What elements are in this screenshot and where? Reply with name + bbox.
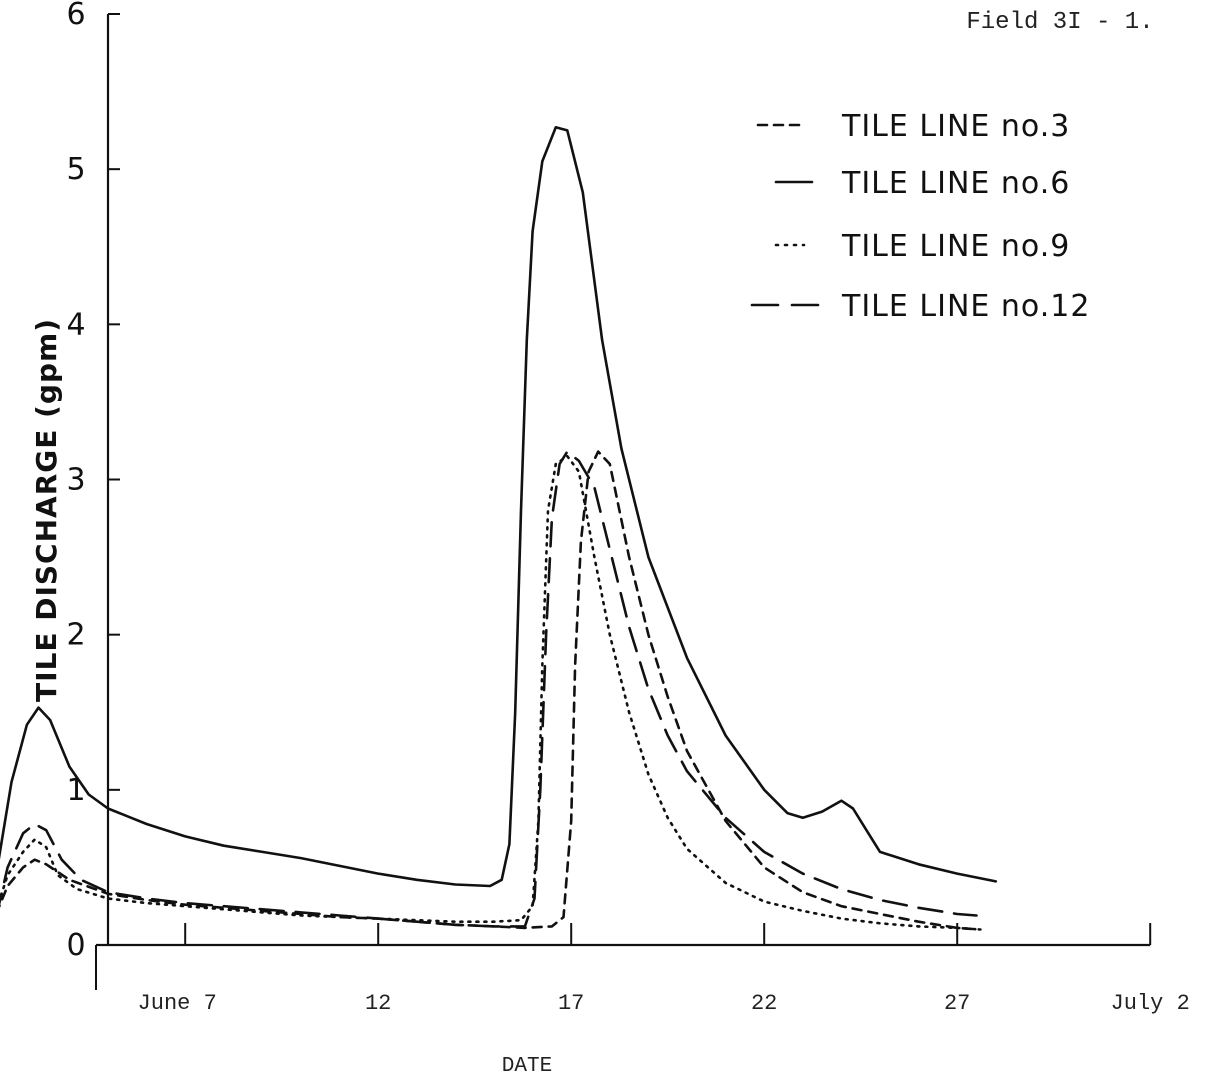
legend-label-2: TILE LINE no.6 (841, 166, 1070, 201)
field-label: Field 3I - 1. (966, 9, 1153, 36)
y-tick-label: 4 (66, 307, 85, 342)
legend-label-3: TILE LINE no.9 (841, 229, 1070, 264)
series-line-3 (0, 454, 982, 931)
x-tick-label: 27 (944, 991, 970, 1016)
y-axis-title: TILE DISCHARGE (gpm) (30, 318, 63, 702)
x-tick-label: July 2 (1111, 991, 1190, 1016)
x-tick-label: 17 (558, 991, 584, 1016)
legend-label-1: TILE LINE no.3 (841, 109, 1070, 144)
x-tick-label: June 7 (138, 991, 217, 1016)
legend: TILE LINE no.3 TILE LINE no.6 TILE LINE no… (750, 109, 1090, 324)
x-tick-label: 12 (365, 991, 391, 1016)
legend-label-4: TILE LINE no.12 (841, 289, 1090, 324)
y-tick-label: 0 (66, 928, 85, 963)
y-tick-label: 5 (66, 152, 85, 187)
x-tick-label: 22 (751, 991, 777, 1016)
series-line-1 (0, 450, 982, 931)
y-tick-label: 3 (66, 463, 85, 498)
series-line-4 (0, 450, 978, 928)
y-tick-label: 6 (66, 0, 85, 32)
x-axis-title: DATE (502, 1055, 552, 1078)
y-tick-label: 2 (66, 618, 85, 653)
series-layer (0, 126, 998, 931)
series-line-2 (0, 126, 998, 888)
